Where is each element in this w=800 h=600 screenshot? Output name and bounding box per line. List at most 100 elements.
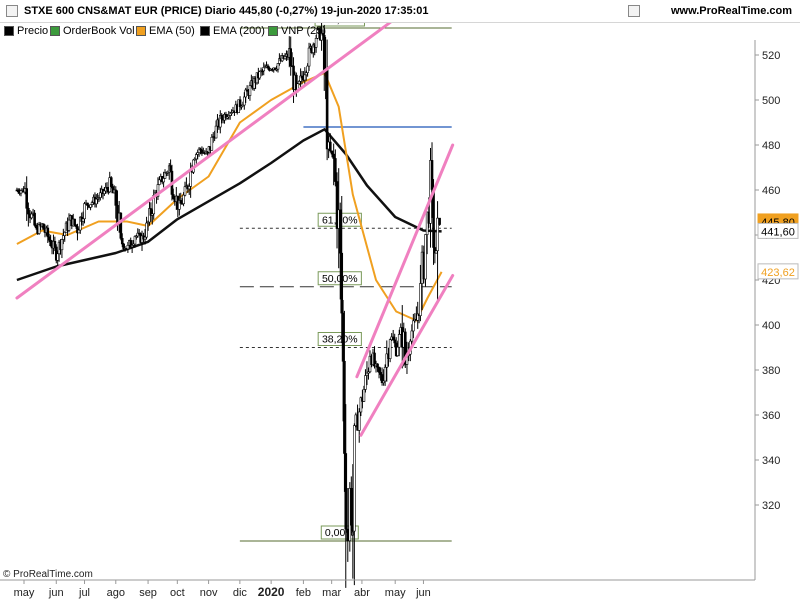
price-candle [388,339,392,359]
price-label-text: 423,62 [761,267,795,279]
copyright: © ProRealTime.com [3,569,93,580]
y-tick-label: 460 [762,185,780,197]
legend-swatch [136,26,146,36]
price-candle [376,363,379,368]
price-candle [338,209,342,254]
price-candle [120,238,124,245]
price-candle [343,360,346,454]
ema-50-line [16,72,443,322]
y-tick-label: 340 [762,455,780,467]
fib-level-label: 38,20% [322,334,358,346]
x-tick-label: jun [48,587,64,599]
price-candle [346,528,350,542]
x-tick-label: may [14,587,35,599]
price-candle [230,112,233,114]
price-candle [266,65,270,69]
price-candle [53,241,57,248]
x-tick-label: nov [200,587,218,599]
price-candle [393,339,396,344]
price-candle [432,189,435,248]
price-candle [396,346,400,356]
price-candle [158,179,161,185]
price-candle [81,218,85,222]
price-candle [244,89,248,98]
price-candle [63,231,67,236]
price-candle [289,48,293,67]
price-candle [73,218,76,226]
x-tick-label: abr [354,587,370,599]
price-candle [25,188,28,209]
price-candle [178,200,181,210]
price-candle [303,74,307,81]
price-candle [33,212,36,226]
price-candle [325,68,329,150]
price-candle [37,224,41,234]
price-candle [397,334,401,348]
menu-icon[interactable] [6,5,18,17]
price-candle [56,253,59,261]
price-candle [341,312,345,362]
legend-item[interactable]: EMA (50) [136,23,195,39]
ema-50-path [16,72,443,322]
price-candle [306,65,309,73]
trendline [355,143,455,379]
y-tick-label: 400 [762,320,780,332]
chart-header: STXE 600 CNS&MAT EUR (PRICE) Diario 445,… [0,0,800,23]
price-candle [77,229,81,234]
x-tick-label: jul [78,587,90,599]
price-candle [430,160,434,190]
price-candle [238,99,242,108]
price-candle [42,223,45,230]
price-candle [179,200,183,204]
price-candle [34,224,38,229]
price-candle [27,207,30,215]
price-candle [391,336,395,341]
legend-label: Precio [17,25,49,37]
legend-item[interactable]: VNP (25) [268,23,326,39]
price-candle [89,204,92,208]
price-candle [322,34,326,72]
trendline [359,274,455,437]
price-candle [171,194,175,199]
fib-level-box [317,332,362,346]
price-label-text: 441,60 [761,226,795,238]
price-candle [329,141,332,152]
price-candle [214,125,218,139]
price-candle [145,222,148,238]
y-tick-label: 520 [762,50,780,62]
price-candle [183,186,187,196]
trendlines[interactable] [15,0,455,437]
legend-item[interactable]: OrderBook Vol [50,23,135,39]
price-candle [94,198,98,205]
price-candle [353,425,356,532]
site-link[interactable]: www.ProRealTime.com [670,5,792,17]
window-icon[interactable] [628,5,640,17]
price-candle [83,203,86,220]
legend-item[interactable]: EMA (200) [200,23,265,39]
price-candle [109,177,113,187]
price-candle [314,38,318,48]
price-candle [182,194,185,205]
price-candle [419,283,422,316]
price-candle [143,236,147,240]
legend-swatch [50,26,60,36]
price-bars [15,17,441,588]
legend-label: OrderBook Vol [63,25,135,37]
price-candle [340,252,344,314]
price-candle [344,453,348,530]
x-tick-label: dic [233,587,248,599]
x-tick-label: may [385,587,406,599]
price-candle [385,353,389,368]
price-candle [410,330,414,342]
price-candle [119,212,123,239]
chart-title: STXE 600 CNS&MAT EUR (PRICE) Diario 445,… [24,5,429,17]
price-candle [114,189,118,206]
price-candle [169,165,172,172]
legend-label: EMA (200) [213,25,265,37]
price-candle [210,136,214,151]
price-candle [365,372,369,376]
price-candle [243,96,246,106]
legend-item[interactable]: Precio [4,23,48,39]
